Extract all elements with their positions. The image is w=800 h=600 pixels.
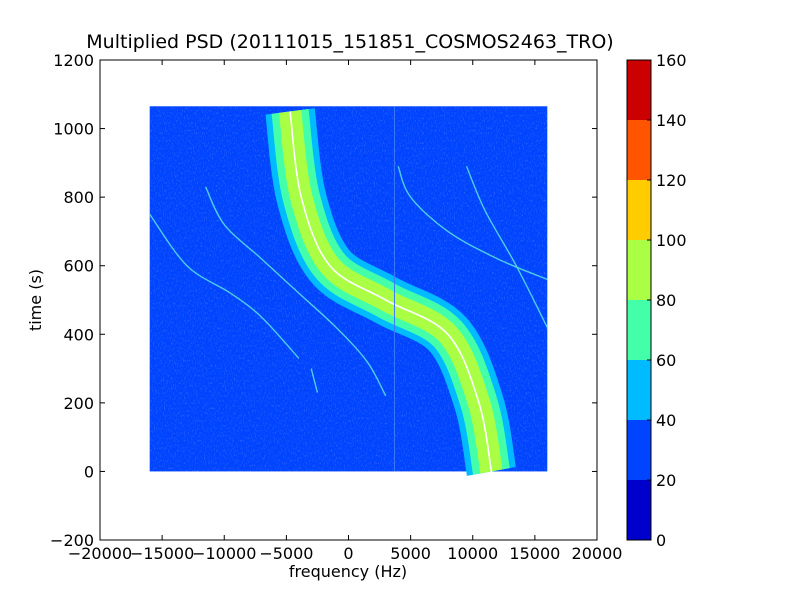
x-tick-label: 10000 <box>447 544 498 563</box>
axis-ticks: −20000−15000−10000 −5000 0 5000 10000 15000 20… <box>50 51 622 563</box>
x-tick-label: 5000 <box>390 544 431 563</box>
colorbar-level-5 <box>627 180 651 240</box>
x-tick-label: −5000 <box>259 544 313 563</box>
colorbar-tick-label: 80 <box>656 291 676 310</box>
heatmap-plot-area <box>100 60 597 540</box>
x-tick-label: −10000 <box>192 544 256 563</box>
y-tick-label: 600 <box>63 257 94 276</box>
colorbar-level-7 <box>627 60 651 120</box>
colorbar: 0 20 40 60 80 100 120 140 160 <box>626 51 687 550</box>
colorbar-tick-label: 40 <box>656 411 676 430</box>
main-doppler-trace <box>265 108 516 476</box>
x-tick-label: 0 <box>343 544 353 563</box>
y-tick-label: 400 <box>63 325 94 344</box>
x-tick-label: −15000 <box>130 544 194 563</box>
colorbar-tick-label: 20 <box>656 471 676 490</box>
colorbar-level-3 <box>627 300 651 360</box>
y-axis-label: time (s) <box>26 269 45 331</box>
colorbar-level-2 <box>627 360 651 420</box>
faint-trace-1 <box>204 186 387 397</box>
x-axis-label: frequency (Hz) <box>289 562 407 581</box>
faint-trace-4 <box>310 368 319 393</box>
x-tick-label: 15000 <box>509 544 560 563</box>
y-tick-label: 1200 <box>53 51 94 70</box>
colorbar-level-4 <box>627 240 651 300</box>
colorbar-tick-label: 0 <box>656 531 666 550</box>
chart-title: Multiplied PSD (20111015_151851_COSMOS24… <box>86 31 613 53</box>
faint-trace-0 <box>149 213 300 359</box>
colorbar-level-0 <box>627 480 651 540</box>
y-tick-label: 1000 <box>53 120 94 139</box>
colorbar-tick-label: 100 <box>656 231 687 250</box>
colorbar-level-1 <box>627 420 651 480</box>
faint-trace-3 <box>465 166 548 328</box>
y-tick-label: 0 <box>84 462 94 481</box>
main-trace-band-3 <box>289 111 493 472</box>
faint-doppler-traces <box>149 166 548 397</box>
colorbar-level-6 <box>627 120 651 180</box>
colorbar-tick-label: 60 <box>656 351 676 370</box>
y-tick-label: −200 <box>50 531 94 550</box>
faint-trace-2 <box>397 166 548 281</box>
x-tick-label: −20000 <box>68 544 132 563</box>
y-tick-label: 800 <box>63 188 94 207</box>
y-tick-label: 200 <box>63 394 94 413</box>
colorbar-tick-label: 140 <box>656 111 687 130</box>
x-tick-label: 20000 <box>572 544 623 563</box>
colorbar-tick-label: 120 <box>656 171 687 190</box>
colorbar-tick-label: 160 <box>656 51 687 70</box>
